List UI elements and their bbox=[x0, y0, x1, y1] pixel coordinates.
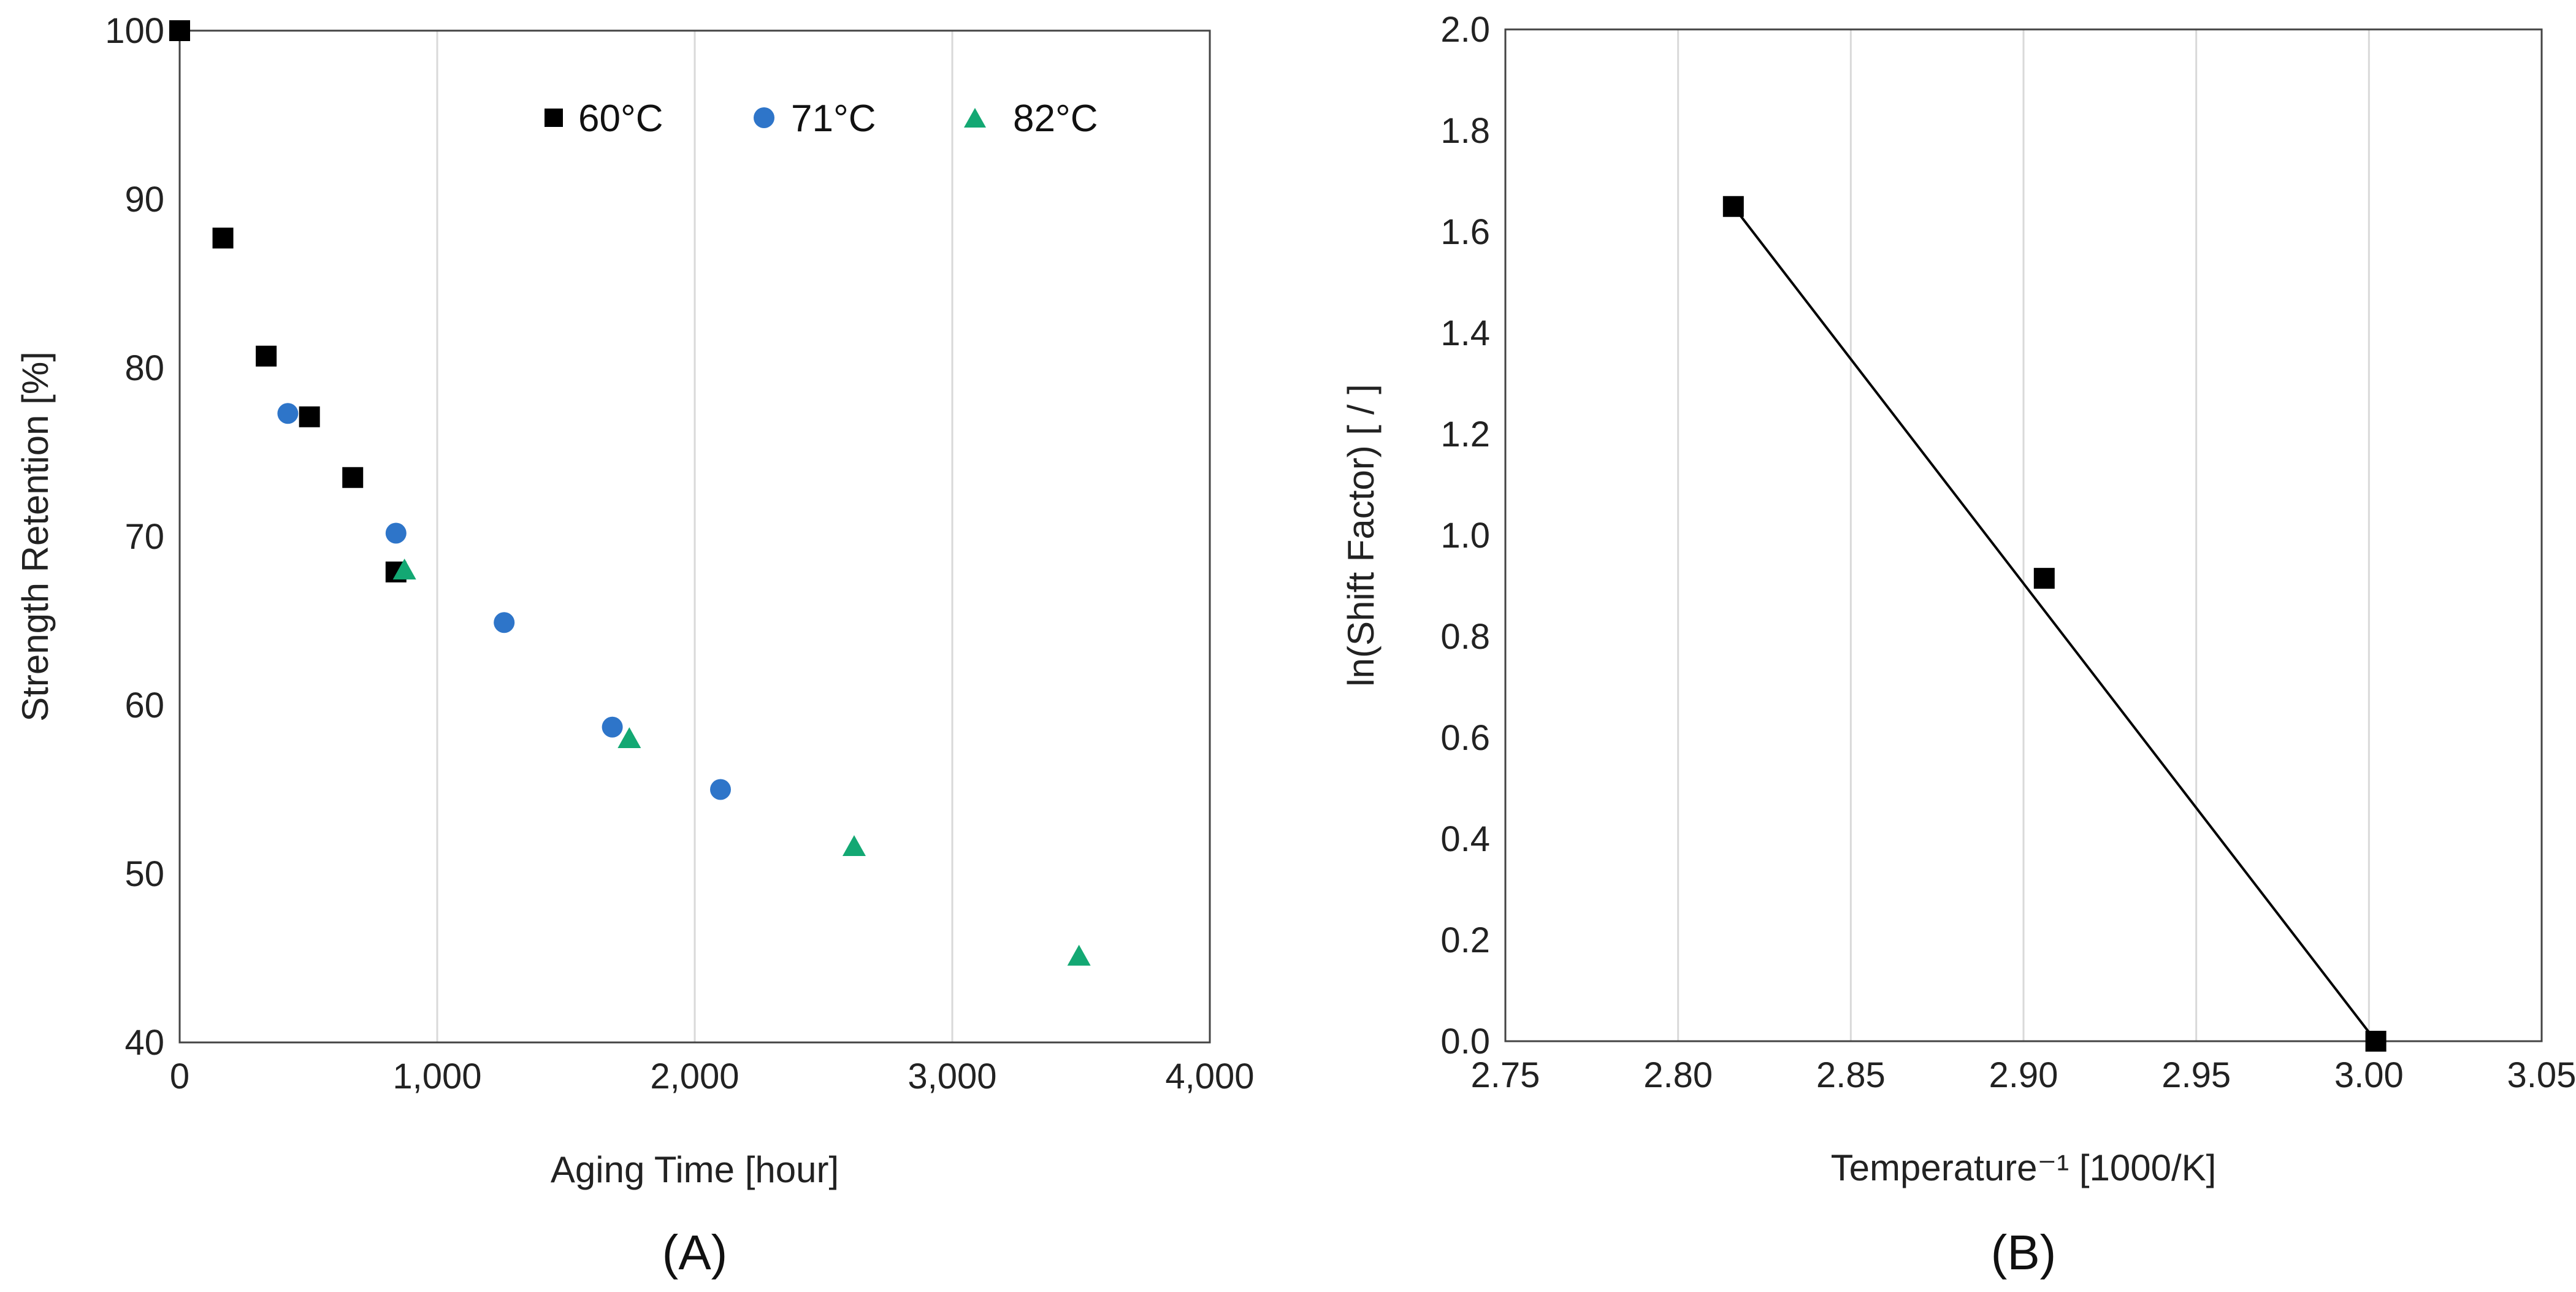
data-point-b-shiftfactor bbox=[1722, 196, 1744, 217]
data-point-a-60c bbox=[212, 227, 234, 249]
y-tick-label-b: 0.0 bbox=[1440, 1022, 1490, 1061]
data-point-a-60c bbox=[169, 20, 190, 41]
x-axis-title-b: Temperature⁻¹ [1000/K] bbox=[1831, 1147, 2217, 1188]
data-point-a-82c bbox=[617, 727, 641, 748]
data-point-b-shiftfactor bbox=[2033, 568, 2055, 589]
legend-a: 60°C 71°C 82°C bbox=[545, 97, 1098, 140]
y-tick-label-b: 0.2 bbox=[1440, 920, 1490, 960]
y-axis-title-b: ln(Shift Factor) [ / ] bbox=[1340, 384, 1382, 686]
legend-marker-71c bbox=[754, 107, 774, 128]
x-tick-label-b: 2.95 bbox=[2161, 1055, 2231, 1095]
y-tick-label-b: 2.0 bbox=[1440, 10, 1490, 50]
data-point-a-60c bbox=[256, 345, 277, 367]
plot-area-a bbox=[178, 29, 1211, 1044]
y-tick-label-b: 1.4 bbox=[1440, 313, 1490, 353]
x-axis-title-a: Aging Time [hour] bbox=[551, 1149, 839, 1190]
chart-panel-b: 2.75 2.80 2.85 2.90 2.95 3.00 3.05 0.00.20.40.… bbox=[1340, 10, 2576, 1280]
y-tick-labels-b: 0.0 0.2 0.4 0.6 0.8 1.0 1.2 1.4 1.6 1.8 2.0 bbox=[1440, 10, 1490, 1061]
x-tick-label-b: 2.90 bbox=[1989, 1055, 2058, 1095]
data-point-a-82c bbox=[842, 835, 866, 856]
data-point-b-shiftfactor bbox=[2365, 1031, 2387, 1052]
gridlines-b bbox=[1504, 29, 2543, 1041]
fit-line-group-b bbox=[1732, 205, 2377, 1042]
x-tick-label-b: 2.85 bbox=[1816, 1055, 1886, 1095]
y-tick-label-a: 80 bbox=[124, 348, 164, 388]
legend-marker-82c bbox=[964, 108, 986, 128]
data-point-a-71c bbox=[602, 716, 623, 738]
plot-area-b bbox=[1504, 28, 2543, 1042]
data-point-a-71c bbox=[385, 522, 407, 544]
data-point-a-82c bbox=[392, 559, 416, 579]
x-tick-label-b: 2.80 bbox=[1643, 1055, 1713, 1095]
legend-label-71c: 71°C bbox=[791, 97, 876, 140]
y-tick-label-b: 0.6 bbox=[1440, 718, 1490, 758]
legend-marker-60c bbox=[545, 109, 563, 127]
x-tick-label-a: 0 bbox=[170, 1057, 189, 1096]
x-tick-label-a: 1,000 bbox=[392, 1057, 481, 1096]
x-tick-label-a: 3,000 bbox=[908, 1057, 996, 1096]
data-point-a-60c bbox=[342, 467, 364, 488]
legend-label-82c: 82°C bbox=[1013, 97, 1098, 140]
data-point-a-71c bbox=[710, 779, 731, 800]
y-tick-labels-a: 40 50 60 70 80 90 100 bbox=[105, 11, 164, 1063]
y-axis-title-a: Strength Retention [%] bbox=[15, 351, 56, 722]
gridlines-a bbox=[178, 31, 1211, 1042]
y-tick-label-a: 40 bbox=[124, 1023, 164, 1063]
x-tick-label-a: 2,000 bbox=[650, 1057, 739, 1096]
y-tick-label-b: 1.0 bbox=[1440, 516, 1490, 556]
data-points-b bbox=[1722, 196, 2387, 1052]
data-point-a-71c bbox=[277, 403, 299, 424]
data-points-a bbox=[169, 20, 1091, 966]
data-point-a-60c bbox=[299, 406, 320, 427]
x-tick-labels-b: 2.75 2.80 2.85 2.90 2.95 3.00 3.05 bbox=[1471, 1055, 2576, 1095]
y-tick-label-a: 60 bbox=[124, 686, 164, 725]
y-tick-label-b: 0.8 bbox=[1440, 617, 1490, 657]
chart-panel-a: 0 1,000 2,000 3,000 4,000 40 50 60 70 80 90 100 60… bbox=[15, 11, 1255, 1280]
y-tick-label-a: 70 bbox=[124, 517, 164, 557]
x-tick-labels-a: 0 1,000 2,000 3,000 4,000 bbox=[170, 1057, 1255, 1096]
panel-label-a: (A) bbox=[662, 1225, 728, 1280]
y-tick-label-b: 0.4 bbox=[1440, 819, 1490, 859]
data-point-a-71c bbox=[494, 612, 515, 633]
legend-label-60c: 60°C bbox=[578, 97, 663, 140]
x-tick-label-b: 3.00 bbox=[2334, 1055, 2404, 1095]
data-point-a-82c bbox=[1067, 944, 1091, 966]
y-tick-label-b: 1.6 bbox=[1440, 212, 1490, 252]
x-tick-label-b: 2.75 bbox=[1471, 1055, 1540, 1095]
y-tick-label-b: 1.8 bbox=[1440, 111, 1490, 151]
x-tick-label-a: 4,000 bbox=[1165, 1057, 1254, 1096]
panel-label-b: (B) bbox=[1991, 1225, 2057, 1280]
y-tick-label-b: 1.2 bbox=[1440, 415, 1490, 454]
y-tick-label-a: 50 bbox=[124, 854, 164, 894]
fit-line bbox=[1732, 205, 2377, 1042]
y-tick-label-a: 90 bbox=[124, 180, 164, 220]
y-tick-label-a: 100 bbox=[105, 11, 164, 51]
x-tick-label-b: 3.05 bbox=[2507, 1055, 2576, 1095]
